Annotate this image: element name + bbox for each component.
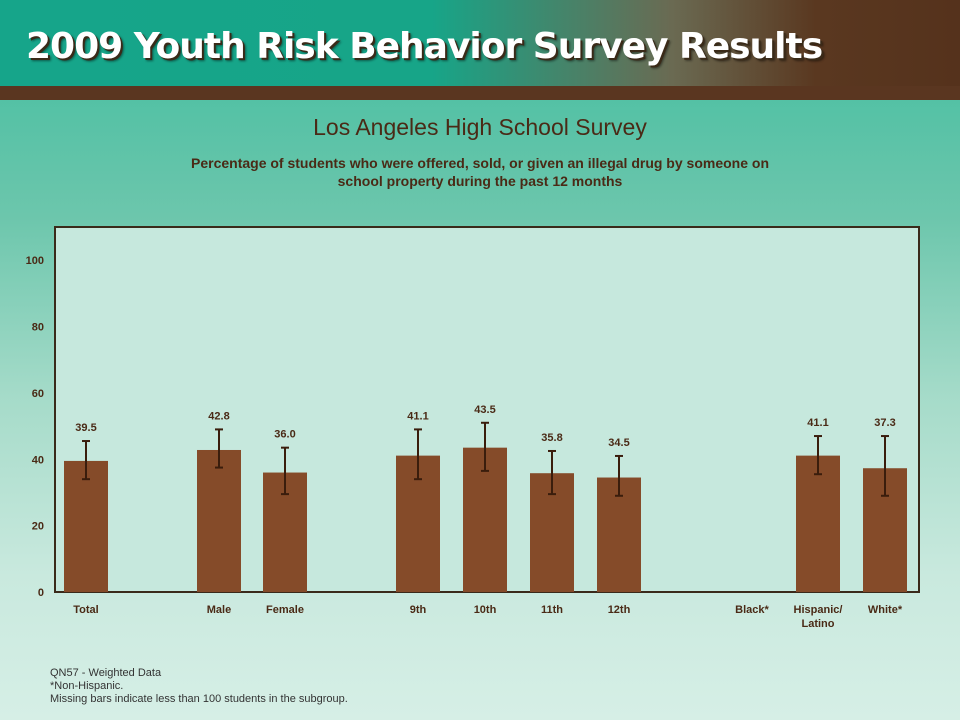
data-label: 37.3 — [874, 417, 895, 429]
footnote-missing-bars: Missing bars indicate less than 100 stud… — [50, 693, 348, 705]
x-tick-label: 11th — [541, 604, 563, 616]
data-label: 35.8 — [541, 432, 562, 444]
x-tick-label: 12th — [608, 604, 631, 616]
y-tick-label: 40 — [32, 454, 44, 466]
bar — [197, 449, 241, 592]
x-tick-label: Hispanic/Latino — [794, 604, 843, 630]
data-label: 36.0 — [274, 429, 295, 441]
chart-subtitle: Percentage of students who were offered,… — [191, 155, 769, 189]
data-label: 34.5 — [608, 437, 629, 449]
y-tick-label: 20 — [32, 521, 44, 533]
footnote-source: QN57 - Weighted Data — [50, 667, 162, 679]
x-tick-label: Male — [207, 604, 231, 616]
x-tick-label: Black* — [735, 604, 769, 616]
x-tick-label: 10th — [474, 604, 497, 616]
y-tick-label: 0 — [38, 587, 44, 599]
x-tick-label: Female — [266, 604, 304, 616]
data-label: 42.8 — [208, 410, 229, 422]
y-tick-label: 80 — [32, 322, 44, 334]
page-title: 2009 Youth Risk Behavior Survey Results — [26, 26, 823, 67]
y-tick-label: 60 — [32, 388, 44, 400]
header-divider — [0, 86, 960, 100]
x-tick-label: White* — [868, 604, 903, 616]
x-tick-label: 9th — [410, 604, 427, 616]
y-tick-label: 100 — [26, 255, 44, 267]
footnote-non-hispanic: *Non-Hispanic. — [50, 680, 124, 692]
data-label: 41.1 — [407, 410, 428, 422]
chart-title: Los Angeles High School Survey — [313, 114, 647, 140]
header-banner — [0, 0, 960, 86]
footnotes: QN57 - Weighted Data *Non-Hispanic. Miss… — [50, 667, 348, 706]
data-label: 43.5 — [474, 404, 495, 416]
data-label: 41.1 — [807, 417, 828, 429]
x-tick-label: Total — [73, 604, 98, 616]
bar — [64, 460, 108, 592]
data-label: 39.5 — [75, 422, 96, 434]
bar — [796, 455, 840, 592]
